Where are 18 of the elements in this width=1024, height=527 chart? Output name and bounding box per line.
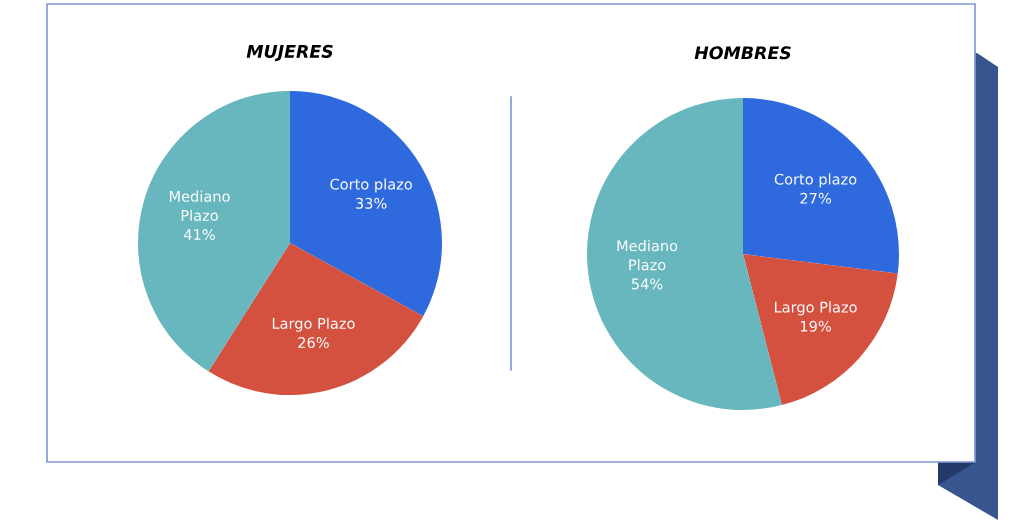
pie-slice <box>743 98 899 274</box>
pie-slice <box>208 243 424 395</box>
data-label: 41% <box>184 229 215 241</box>
pie-slice <box>290 91 442 317</box>
pie-slice <box>743 254 898 406</box>
slice-label: Mediano Plazo <box>617 239 678 271</box>
data-label: 27% <box>800 192 831 204</box>
data-label: 26% <box>298 337 329 349</box>
chart-title: MUJERES <box>246 44 333 62</box>
data-label: 54% <box>631 278 663 290</box>
chart-title: HOMBRES <box>694 46 791 60</box>
slice-label: Corto plazo <box>330 178 412 193</box>
slice-label: Largo Plazo <box>272 317 355 332</box>
data-label: 33% <box>356 197 387 209</box>
slice-label: Mediano Plazo <box>169 190 230 221</box>
data-label: 19% <box>800 320 831 332</box>
slice-label: Corto plazo <box>774 173 857 188</box>
slice-label: Largo Plazo <box>774 301 857 316</box>
